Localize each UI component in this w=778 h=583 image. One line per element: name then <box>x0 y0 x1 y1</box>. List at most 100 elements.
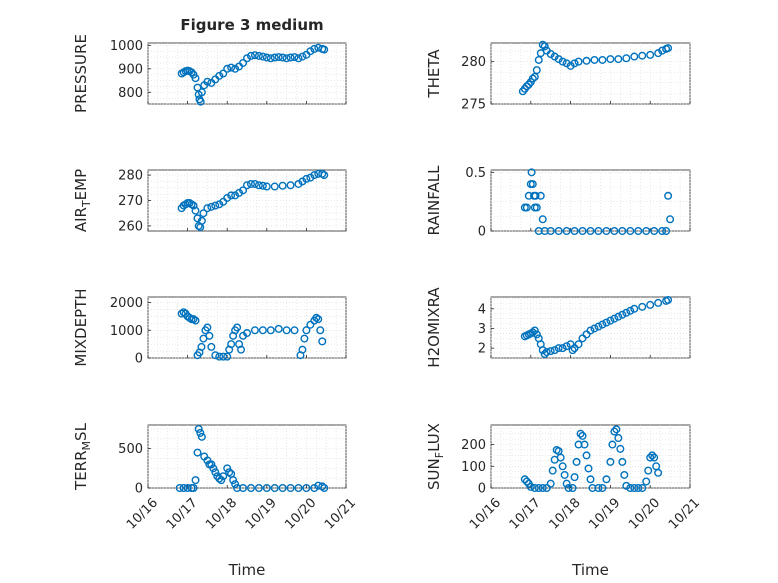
data-point <box>606 316 615 325</box>
data-point <box>606 55 615 64</box>
data-point <box>562 479 571 488</box>
data-point <box>578 431 587 440</box>
y-tick-label: 900 <box>118 62 143 77</box>
data-point <box>542 348 551 357</box>
data-point <box>584 464 593 473</box>
y-tick-label: 200 <box>461 438 486 453</box>
data-point <box>191 74 200 83</box>
data-point <box>314 315 323 324</box>
data-point <box>258 181 267 190</box>
data-point <box>662 226 671 235</box>
data-point <box>223 64 232 73</box>
data-point <box>211 351 220 360</box>
data-point <box>574 57 583 66</box>
data-point <box>618 226 627 235</box>
x-tick-label: 10/21 <box>666 495 703 532</box>
data-point <box>231 64 240 73</box>
data-point <box>530 326 539 335</box>
y-axis-label: TERRMSL <box>72 422 93 491</box>
data-point <box>250 326 259 335</box>
data-point <box>542 484 551 493</box>
data-point <box>554 55 563 64</box>
data-point <box>582 451 591 460</box>
y-tick-label: 275 <box>461 98 486 113</box>
data-point <box>246 51 255 60</box>
figure-title: Figure 3 medium <box>180 16 323 34</box>
y-tick-label: 0 <box>135 482 143 497</box>
data-point <box>203 204 212 213</box>
data-point <box>278 484 287 493</box>
subplot-terr-msl: 0 500 10/16 10/17 10/18 10/19 10/20 10/21 Time TE… <box>72 422 359 579</box>
data-point <box>572 457 581 466</box>
data-point <box>532 203 541 212</box>
data-point <box>262 484 271 493</box>
x-tick-label: 10/19 <box>243 495 280 532</box>
data-point <box>242 54 251 63</box>
data-point <box>227 191 236 200</box>
data-point <box>606 457 615 466</box>
data-point <box>298 177 307 186</box>
data-point <box>650 226 659 235</box>
data-point <box>237 345 246 354</box>
data-point <box>618 457 627 466</box>
data-point <box>219 352 228 361</box>
data-point <box>298 345 307 354</box>
data-point <box>258 52 267 61</box>
x-axis-label: Time <box>571 561 609 579</box>
data-point <box>580 440 589 449</box>
data-point <box>658 226 667 235</box>
data-point <box>594 322 603 331</box>
x-tick-label: 10/18 <box>547 495 584 532</box>
x-tick-label: 10/17 <box>507 495 544 532</box>
data-point <box>306 320 315 329</box>
data-point <box>233 323 242 332</box>
data-point <box>197 432 206 441</box>
data-point <box>546 226 555 235</box>
data-point <box>196 428 205 437</box>
y-tick-label: 2000 <box>110 296 143 311</box>
data-point <box>207 202 216 211</box>
y-axis-label: MIXDEPTH <box>72 288 90 366</box>
data-point <box>254 51 263 60</box>
x-axis-label: Time <box>228 561 266 579</box>
data-point <box>274 324 283 333</box>
data-point <box>530 484 539 493</box>
data-point <box>270 53 279 62</box>
y-tick-label: 3 <box>478 322 486 337</box>
y-tick-label: 2 <box>478 342 486 357</box>
data-point <box>566 61 575 70</box>
data-point <box>215 71 224 80</box>
data-point <box>278 53 287 62</box>
data-point <box>189 315 198 324</box>
data-point <box>626 306 635 315</box>
data-point <box>538 40 547 49</box>
data-point <box>638 484 647 493</box>
y-tick-label: 280 <box>461 55 486 70</box>
data-point <box>574 340 583 349</box>
data-point <box>239 186 248 195</box>
y-axis-label: H2OMIXRA <box>425 287 443 368</box>
data-point <box>646 453 655 462</box>
data-point <box>664 191 673 200</box>
data-point <box>316 326 325 335</box>
x-tick-label: 10/21 <box>322 495 359 532</box>
data-point <box>622 481 631 490</box>
y-axis-label: SUNFLUX <box>425 423 446 490</box>
x-tick-label: 10/20 <box>626 495 663 532</box>
data-point <box>227 63 236 72</box>
data-point <box>207 342 216 351</box>
data-point <box>570 473 579 482</box>
data-point <box>528 328 537 337</box>
data-point <box>630 52 639 61</box>
data-point <box>654 468 663 477</box>
data-point <box>302 326 311 335</box>
data-point <box>191 316 200 325</box>
data-point <box>546 50 555 59</box>
data-point <box>320 45 329 54</box>
data-point <box>270 182 279 191</box>
data-point <box>262 182 271 191</box>
data-point <box>532 66 541 75</box>
y-tick-label: 800 <box>118 86 143 101</box>
data-point <box>654 49 663 58</box>
